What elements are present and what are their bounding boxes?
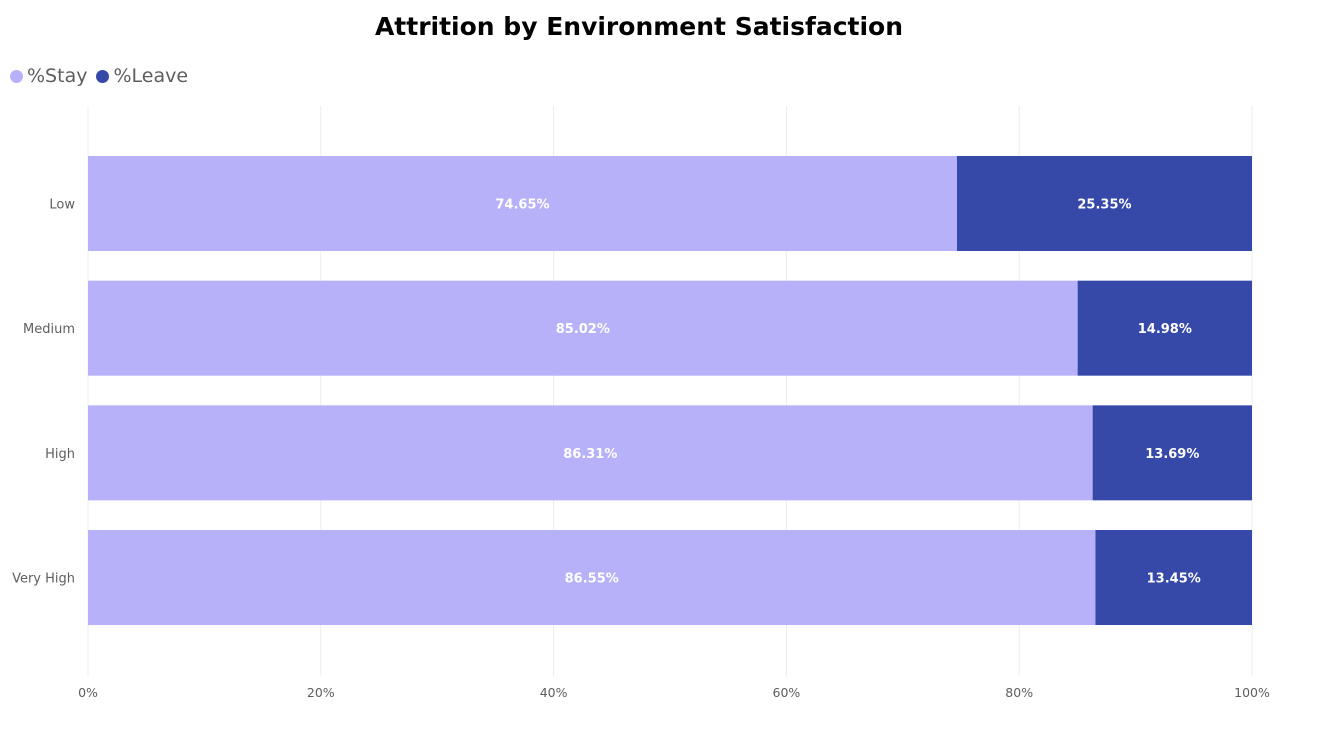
data-label-stay-very-high: 86.55%: [565, 572, 619, 587]
y-tick-label-low: Low: [49, 198, 75, 213]
x-tick-label-80: 80%: [1005, 685, 1033, 700]
legend-marker-stay: [10, 69, 23, 83]
data-label-leave-high: 13.69%: [1145, 447, 1199, 462]
bar-stay-medium[interactable]: [88, 280, 1078, 376]
data-label-stay-high: 86.31%: [563, 447, 617, 462]
data-label-stay-medium: 85.02%: [556, 322, 610, 337]
x-tick-label-60: 60%: [773, 685, 801, 700]
bar-stay-low[interactable]: [88, 156, 957, 251]
legend-item-stay[interactable]: %Stay: [10, 65, 87, 87]
bar-leave-medium[interactable]: [1077, 280, 1252, 376]
data-label-leave-medium: 14.98%: [1138, 322, 1192, 337]
x-tick-label-100: 100%: [1234, 685, 1270, 700]
bar-stay-high[interactable]: [88, 405, 1093, 501]
x-tick-label-0: 0%: [78, 685, 98, 700]
legend-item-leave[interactable]: %Leave: [96, 65, 188, 87]
chart-title: Attrition by Environment Satisfaction: [374, 12, 904, 41]
data-label-leave-very-high: 13.45%: [1147, 572, 1201, 587]
x-tick-label-40: 40%: [540, 685, 568, 700]
legend-label-stay: %Stay: [27, 65, 88, 87]
bar-leave-very-high[interactable]: [1095, 530, 1252, 626]
bar-leave-high[interactable]: [1092, 405, 1252, 501]
y-tick-label-medium: Medium: [23, 322, 75, 337]
data-label-leave-low: 25.35%: [1077, 198, 1131, 213]
x-tick-label-20: 20%: [307, 685, 335, 700]
legend-label-leave: %Leave: [113, 65, 189, 87]
bar-leave-low[interactable]: [956, 156, 1252, 251]
y-tick-label-high: High: [45, 447, 75, 462]
legend-marker-leave: [96, 69, 110, 83]
legend: %Stay %Leave: [10, 63, 197, 89]
bar-stay-very-high[interactable]: [88, 530, 1096, 626]
data-label-stay-low: 74.65%: [495, 198, 549, 213]
y-tick-label-very-high: Very High: [12, 572, 75, 587]
